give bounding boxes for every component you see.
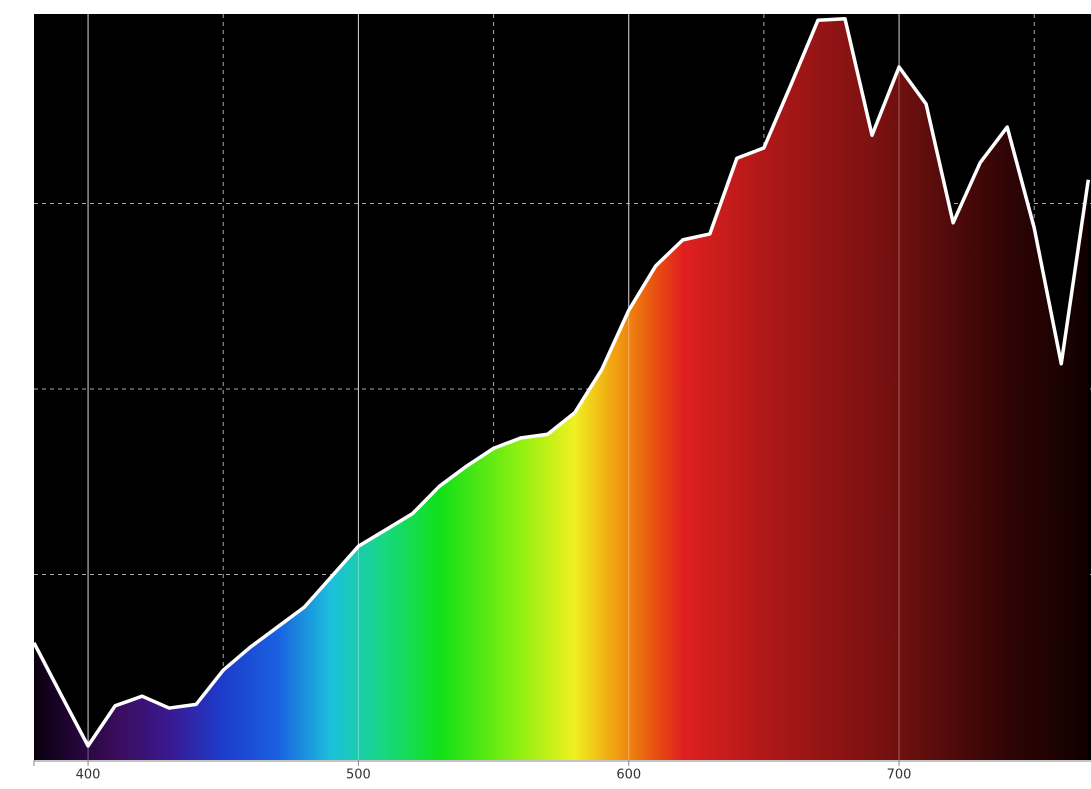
x-tick-label: 500 [346, 768, 371, 783]
x-tick-label: 600 [616, 768, 641, 783]
x-tick-label: 700 [887, 768, 912, 783]
line [32, 16, 1091, 748]
area-fill [34, 18, 1089, 760]
x-tick-label: 400 [76, 768, 101, 783]
